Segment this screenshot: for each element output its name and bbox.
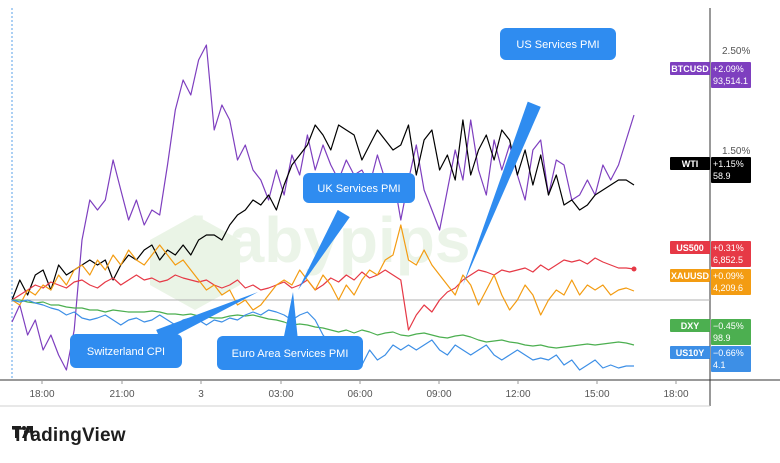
price-tag-price: 6,852.5 xyxy=(713,255,743,265)
x-tick-label: 15:00 xyxy=(584,389,609,400)
price-tag-us500-value-box[interactable] xyxy=(711,241,751,267)
x-tick-label: 09:00 xyxy=(426,389,451,400)
price-tag-name: XAUUSD xyxy=(671,271,710,281)
price-tag-change: +0.31% xyxy=(713,243,744,253)
callout-label: US Services PMI xyxy=(516,39,599,51)
series-line-us500[interactable] xyxy=(11,257,635,331)
series-line-us10y[interactable] xyxy=(11,299,634,371)
price-tag-price: 4.1 xyxy=(713,360,726,370)
price-tag-change: −0.66% xyxy=(713,348,744,358)
price-tag-us500-name-box[interactable] xyxy=(670,241,710,254)
price-tag-btcusd-name-box[interactable] xyxy=(670,62,710,75)
callout-label: Euro Area Services PMI xyxy=(232,348,349,360)
price-tag-dxy-value-box[interactable] xyxy=(711,319,751,345)
x-tick-label: 21:00 xyxy=(109,389,134,400)
y-tick-label: 1.50% xyxy=(722,146,750,157)
x-tick-label: 12:00 xyxy=(505,389,530,400)
price-tag-price: 58.9 xyxy=(713,171,731,181)
x-tick-label: 3 xyxy=(198,389,204,400)
x-tick-label: 03:00 xyxy=(268,389,293,400)
price-tag-change: +1.15% xyxy=(713,159,744,169)
price-tag-price: 4,209.6 xyxy=(713,283,743,293)
y-tick-label: 2.50% xyxy=(722,46,750,57)
callout-pointer xyxy=(283,292,298,339)
series-line-btcusd[interactable] xyxy=(11,44,635,371)
price-tag-price: 93,514.1 xyxy=(713,76,748,86)
price-tag-name: US10Y xyxy=(676,348,705,358)
callout-pointer xyxy=(156,292,258,343)
price-tag-name: BTCUSD xyxy=(671,64,709,74)
price-tag-us10y-value-box[interactable] xyxy=(711,346,751,372)
callout-box[interactable] xyxy=(500,28,616,60)
tradingview-logo-icon xyxy=(12,426,33,438)
callout-pointer xyxy=(463,101,541,285)
price-tag-xauusd-name-box[interactable] xyxy=(670,269,710,282)
callout-label: UK Services PMI xyxy=(317,183,400,195)
price-tag-wti-value-box[interactable] xyxy=(711,157,751,183)
price-tag-xauusd-value-box[interactable] xyxy=(711,269,751,295)
series-line-xauusd[interactable] xyxy=(11,224,635,316)
price-tag-us10y-name-box[interactable] xyxy=(670,346,710,359)
price-tag-name: DXY xyxy=(681,321,700,331)
x-tick-label: 06:00 xyxy=(347,389,372,400)
tradingview-name: TradingView xyxy=(12,425,126,446)
series-line-dxy[interactable] xyxy=(12,299,635,349)
price-tag-name: WTI xyxy=(682,159,699,169)
price-tag-btcusd-value-box[interactable] xyxy=(711,62,751,88)
price-tag-wti-name-box[interactable] xyxy=(670,157,710,170)
callout-box[interactable] xyxy=(303,173,415,203)
callout-label: Switzerland CPI xyxy=(87,346,165,358)
comparison-chart[interactable]: babypips2.50%1.50%0.50%18:0021:00303:000… xyxy=(0,0,780,420)
price-tag-name: US500 xyxy=(676,243,704,253)
series-line-wti[interactable] xyxy=(11,119,635,301)
callout-pointer xyxy=(298,209,350,290)
tradingview-brand[interactable]: TradingView xyxy=(12,425,126,447)
price-tag-change: +2.09% xyxy=(713,64,744,74)
x-tick-label: 18:00 xyxy=(29,389,54,400)
callout-box[interactable] xyxy=(70,334,182,368)
price-tag-change: −0.45% xyxy=(713,321,744,331)
price-tag-price: 98.9 xyxy=(713,333,731,343)
price-tag-change: +0.09% xyxy=(713,271,744,281)
price-tag-dxy-name-box[interactable] xyxy=(670,319,710,332)
callout-box[interactable] xyxy=(217,336,363,370)
x-tick-label: 18:00 xyxy=(663,389,688,400)
us500-last-point xyxy=(631,266,637,272)
